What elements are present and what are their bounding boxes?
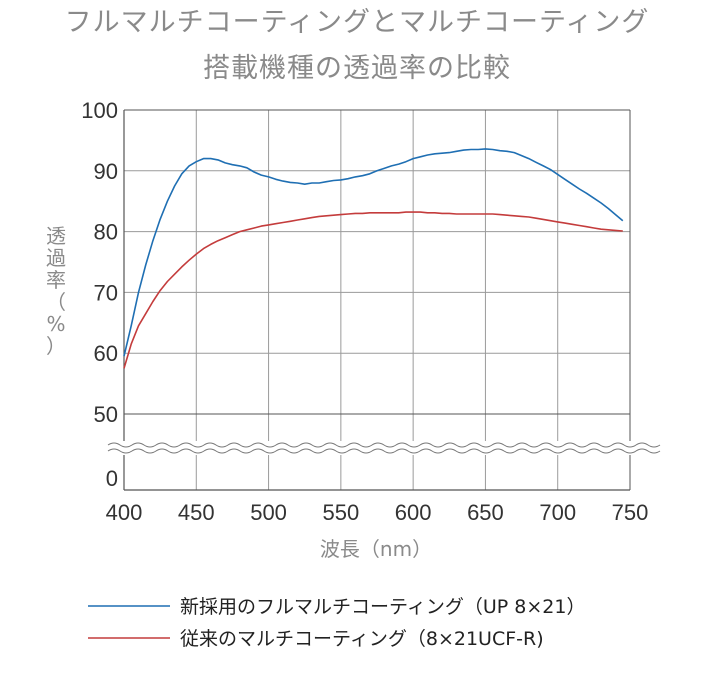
legend: 新採用のフルマルチコーティング（UP 8×21） 従来のマルチコーティング（8×2… <box>88 596 585 650</box>
y-axis-label-char: （ <box>46 290 66 314</box>
y-axis-label: 透過率（%） <box>46 224 66 358</box>
y-tick-label: 90 <box>94 159 118 184</box>
series-line-1 <box>123 148 624 357</box>
x-tick-label: 500 <box>250 500 287 525</box>
x-tick-label: 650 <box>467 500 504 525</box>
grid-lines <box>124 110 630 490</box>
x-tick-labels: 400 450 500 550 600 650 700 750 <box>106 500 649 525</box>
chart-subtitle: 搭載機種の透過率の比較 <box>203 53 511 84</box>
break-wave-lower <box>107 448 661 454</box>
x-axis-label: 波長（nm） <box>320 537 432 561</box>
y-tick-label: 0 <box>106 466 118 491</box>
legend-label-1: 新採用のフルマルチコーティング（UP 8×21） <box>180 596 585 618</box>
y-tick-label: 100 <box>81 98 118 123</box>
y-axis-label-char: 率 <box>46 268 66 292</box>
x-tick-label: 600 <box>395 500 432 525</box>
break-gap <box>108 441 646 455</box>
y-tick-label: 70 <box>94 280 118 305</box>
x-tick-label: 750 <box>612 500 649 525</box>
x-tick-label: 550 <box>322 500 359 525</box>
axis-break-marks <box>107 441 661 455</box>
y-tick-label: 80 <box>94 220 118 245</box>
plot-frame <box>123 109 631 491</box>
y-tick-labels: 100 90 80 70 60 50 0 <box>81 98 118 491</box>
series-lines <box>123 148 624 369</box>
y-axis-label-char: 過 <box>46 246 66 270</box>
y-tick-label: 50 <box>94 402 118 427</box>
x-tick-label: 700 <box>539 500 576 525</box>
y-axis-label-char: % <box>46 312 65 336</box>
legend-label-2: 従来のマルチコーティング（8×21UCF-R) <box>180 628 544 650</box>
x-tick-label: 450 <box>178 500 215 525</box>
x-tick-label: 400 <box>106 500 143 525</box>
y-axis-label-char: 透 <box>46 224 66 248</box>
y-tick-label: 60 <box>94 341 118 366</box>
series-line-2 <box>123 211 623 369</box>
break-wave-upper <box>107 442 661 448</box>
y-axis-label-char: ） <box>46 334 66 358</box>
chart-title: フルマルチコーティングとマルチコーティング <box>64 7 650 38</box>
